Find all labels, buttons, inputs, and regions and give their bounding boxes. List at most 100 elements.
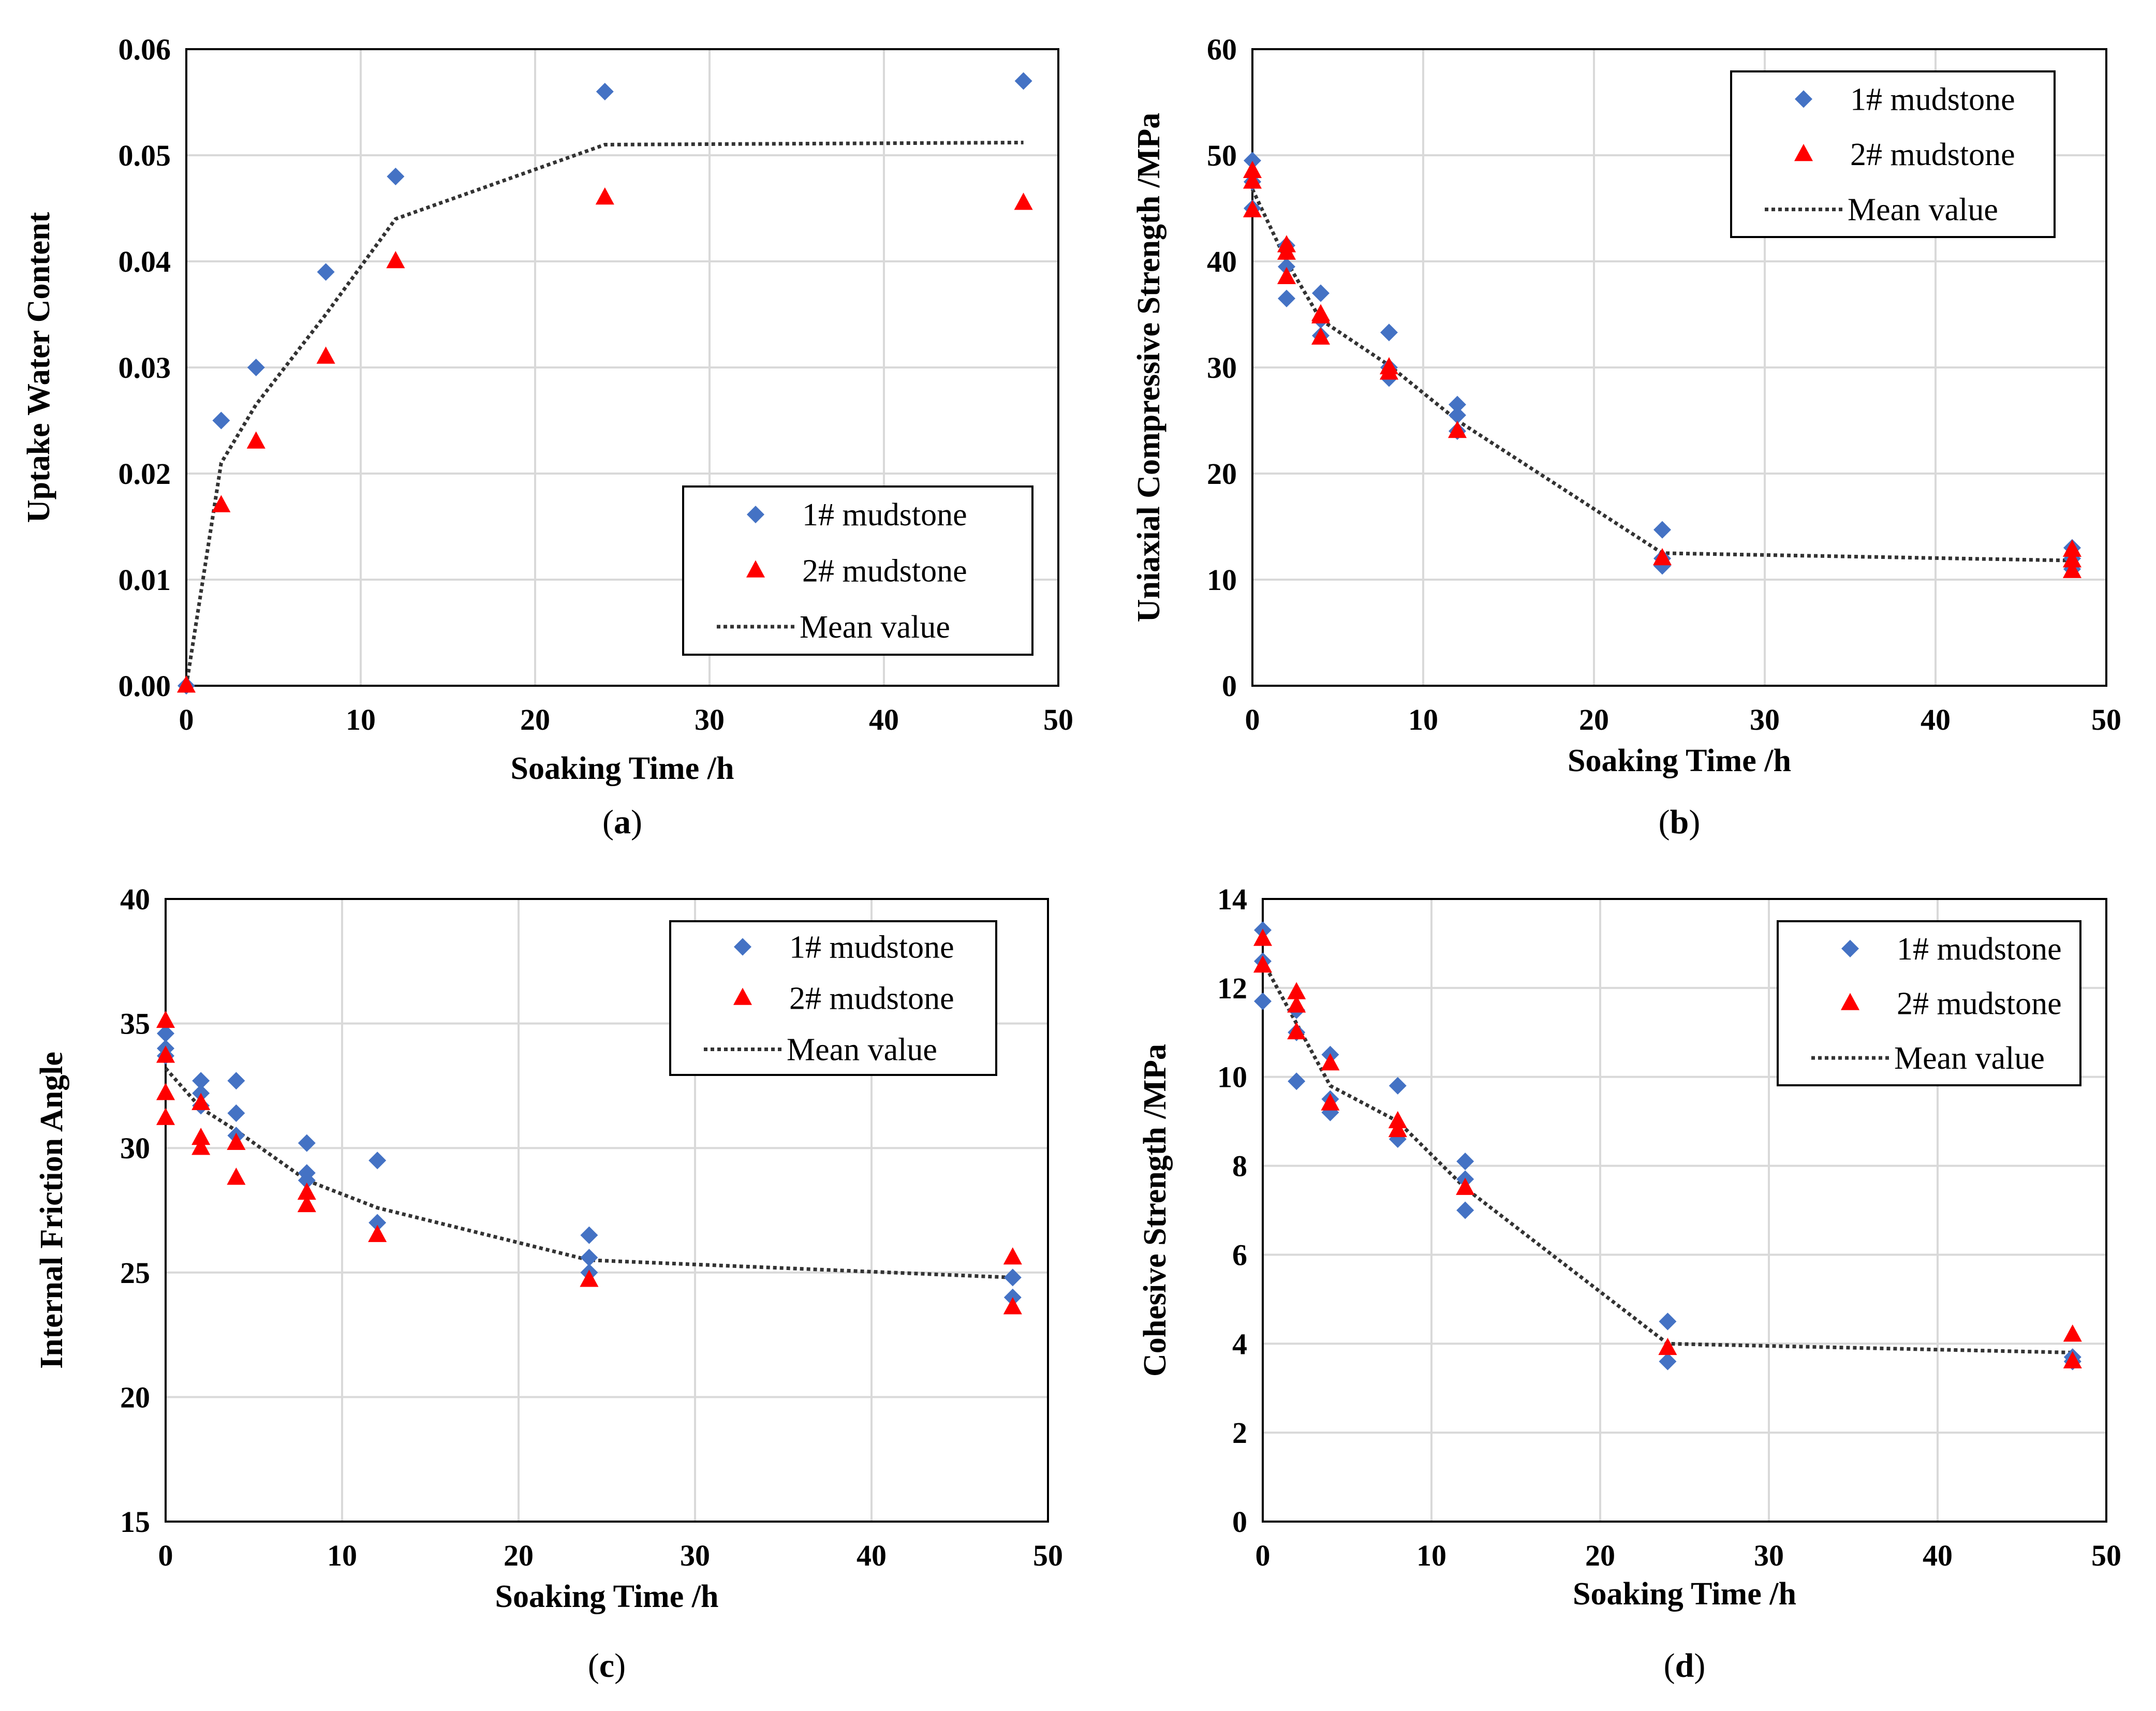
panel-d-cohesive-strength: 0 10 20 30 40 50 0 2 4 6 8 10 12 14 Soaking Time /h Coh… [1138,882,2121,1685]
panel-c-internal-friction-angle: 0 10 20 30 40 50 15 20 25 30 35 40 Soaking Time /h In… [34,882,1063,1685]
legend-diamond-icon [1841,939,1859,957]
x-tick-label: 40 [857,1539,887,1572]
legend-label: 1# mudstone [789,930,954,965]
x-tick-label: 50 [2091,703,2121,736]
point-1-mudstone [1659,1352,1677,1370]
point-1-mudstone [1278,258,1295,276]
point-2-mudstone [246,431,265,449]
point-2-mudstone [191,1128,211,1145]
point-2-mudstone [2063,1324,2082,1342]
point-2-mudstone [156,1083,175,1100]
point-1-mudstone [580,1226,598,1244]
point-2-mudstone [1287,995,1306,1013]
mean-value-line [164,1067,1013,1279]
point-2-mudstone [2062,550,2082,568]
plot-frame [1251,48,2107,687]
point-2-mudstone [1379,362,1399,380]
point-2-mudstone [297,1194,316,1213]
y-tick-label: 0 [1222,669,1237,703]
x-tick-label: 30 [695,703,725,736]
x-tick-label: 10 [1408,703,1438,736]
point-1-mudstone [368,1152,387,1170]
y-tick-label: 0.05 [119,139,171,172]
point-1-mudstone [227,1104,245,1122]
legend-box [682,485,1033,656]
panel-label-letter: a [614,803,631,841]
x-tick-label: 0 [1245,703,1260,736]
panel-label: (a) [602,803,642,841]
y-tick-label: 10 [1207,563,1237,597]
point-2-mudstone [2063,1351,2082,1368]
x-tick-label: 20 [504,1539,534,1572]
legend-diamond-icon [1795,90,1812,108]
panel-b-uniaxial-compressive-strength: 0 10 20 30 40 50 0 10 20 30 40 50 60 Soaking Time /h U… [1131,33,2121,841]
point-2-mudstone [2062,539,2082,557]
x-tick-label: 50 [1043,703,1073,736]
point-2-mudstone [1243,200,1262,217]
point-1-mudstone [1389,1076,1407,1095]
y-tick-label: 0 [1232,1505,1247,1539]
y-tick-label: 0.00 [119,669,171,703]
point-2-mudstone [1311,327,1331,345]
plot-frame [165,898,1049,1523]
y-tick-label: 0.06 [119,33,171,66]
point-2-mudstone [1321,1093,1340,1111]
panel-label-letter: c [599,1647,614,1685]
point-1-mudstone [1449,406,1466,424]
panel-label-open-paren: ( [602,803,614,841]
legend-label: Mean value [1894,1041,2045,1076]
point-2-mudstone [212,495,231,512]
y-tick-label: 35 [120,1007,150,1041]
y-tick-label: 10 [1217,1060,1247,1094]
legend-diamond-icon [734,938,751,956]
point-2-mudstone [1277,242,1296,260]
point-1-mudstone [1312,284,1330,302]
y-tick-label: 2 [1232,1416,1247,1450]
legend-triangle-icon [1794,144,1813,161]
point-1-mudstone [1653,521,1671,539]
y-tick-label: 0.01 [119,563,171,597]
y-tick-label: 0.04 [119,245,171,278]
point-1-mudstone [1278,289,1295,307]
x-tick-label: 50 [2091,1539,2121,1572]
point-2-mudstone [595,187,614,205]
point-2-mudstone [1253,955,1273,973]
x-tick-label: 30 [1754,1539,1784,1572]
point-2-mudstone [191,1138,211,1155]
legend-label: 2# mudstone [1850,137,2015,172]
legend-label: 1# mudstone [1850,82,2015,117]
point-2-mudstone [368,1225,387,1242]
y-tick-label: 0.03 [119,351,171,385]
point-2-mudstone [156,1045,175,1063]
x-axis-label: Soaking Time /h [495,1579,719,1614]
point-1-mudstone [1456,1201,1474,1219]
legend-triangle-icon [1840,993,1860,1010]
point-2-mudstone [2062,561,2082,578]
y-tick-label: 60 [1207,33,1237,66]
panel-label: (c) [588,1647,626,1685]
y-tick-label: 12 [1217,971,1247,1005]
panel-label-letter: b [1670,803,1689,841]
point-2-mudstone [227,1132,246,1150]
point-2-mudstone [1456,1177,1475,1195]
point-1-mudstone [1003,1269,1022,1287]
legend-label: Mean value [1848,193,1998,228]
legend-label: 2# mudstone [802,554,967,589]
legend: 1# mudstone 2# mudstone Mean value [1730,70,2056,238]
legend-label: Mean value [800,610,950,645]
legend-triangle-icon [733,987,752,1005]
y-axis-label: Internal Friction Angle [34,1052,69,1369]
y-axis-label: Uptake Water Content [21,212,56,523]
mean-value-line [184,140,1024,686]
point-2-mudstone [1003,1297,1022,1315]
y-tick-label: 50 [1207,139,1237,172]
point-2-mudstone [1253,928,1273,946]
y-tick-label: 40 [120,882,150,916]
point-2-mudstone [156,1108,175,1125]
x-tick-label: 50 [1033,1539,1063,1572]
plot-frame [1262,898,2107,1523]
y-axis-label: Cohesive Strength /MPa [1138,1044,1173,1377]
point-1-mudstone [1659,1312,1677,1331]
legend-triangle-icon [746,560,765,578]
point-2-mudstone [1388,1119,1407,1138]
